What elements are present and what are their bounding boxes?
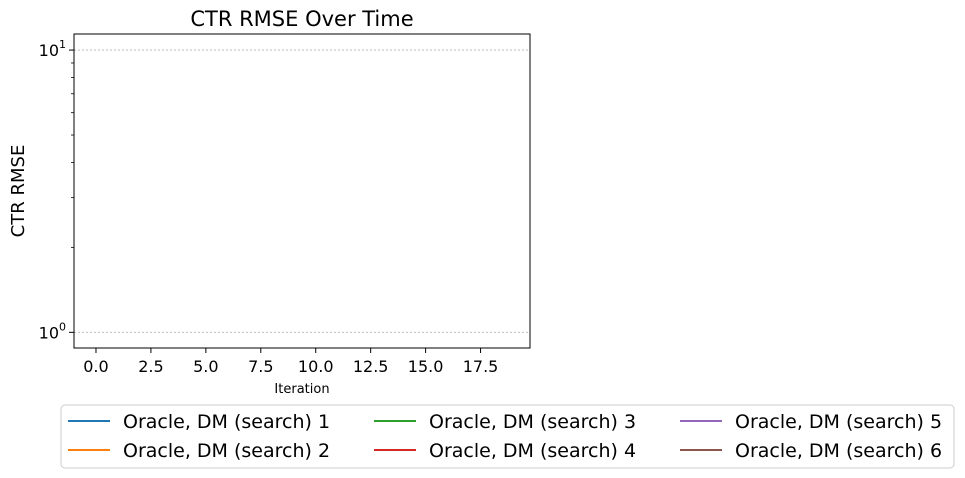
legend-label: Oracle, DM (search) 3 [429, 411, 636, 433]
x-tick-label: 5.0 [193, 357, 218, 376]
y-axis-ticks: 100 101 [39, 38, 74, 342]
legend: Oracle, DM (search) 1 Oracle, DM (search)… [60, 404, 955, 469]
legend-item: Oracle, DM (search) 3 [374, 411, 636, 433]
x-tick-label: 12.5 [353, 357, 389, 376]
y-tick-label: 100 [39, 320, 66, 342]
legend-label: Oracle, DM (search) 6 [735, 440, 942, 462]
x-tick-label: 17.5 [463, 357, 499, 376]
legend-item: Oracle, DM (search) 1 [68, 411, 330, 433]
legend-items: Oracle, DM (search) 1 Oracle, DM (search)… [68, 411, 942, 462]
legend-item: Oracle, DM (search) 2 [68, 440, 330, 462]
legend-item: Oracle, DM (search) 6 [680, 440, 942, 462]
x-tick-label: 0.0 [83, 357, 108, 376]
y-axis-label: CTR RMSE [8, 145, 29, 238]
legend-label: Oracle, DM (search) 5 [735, 411, 942, 433]
x-tick-label: 2.5 [138, 357, 163, 376]
x-tick-label: 15.0 [408, 357, 444, 376]
x-axis-label: Iteration [274, 382, 329, 397]
y-tick-label: 101 [39, 38, 66, 60]
legend-item: Oracle, DM (search) 4 [374, 440, 636, 462]
x-tick-label: 7.5 [248, 357, 273, 376]
plot-area-frame [73, 33, 531, 349]
x-axis-ticks: 0.0 2.5 5.0 7.5 10.0 12.5 15.0 17.5 [83, 348, 498, 376]
legend-label: Oracle, DM (search) 1 [123, 411, 330, 433]
grid-lines [74, 49, 530, 333]
legend-label: Oracle, DM (search) 4 [429, 440, 636, 462]
legend-label: Oracle, DM (search) 2 [123, 440, 330, 462]
x-tick-label: 10.0 [298, 357, 334, 376]
legend-item: Oracle, DM (search) 5 [680, 411, 942, 433]
legend-box [60, 404, 955, 469]
chart-title: CTR RMSE Over Time [190, 7, 413, 31]
